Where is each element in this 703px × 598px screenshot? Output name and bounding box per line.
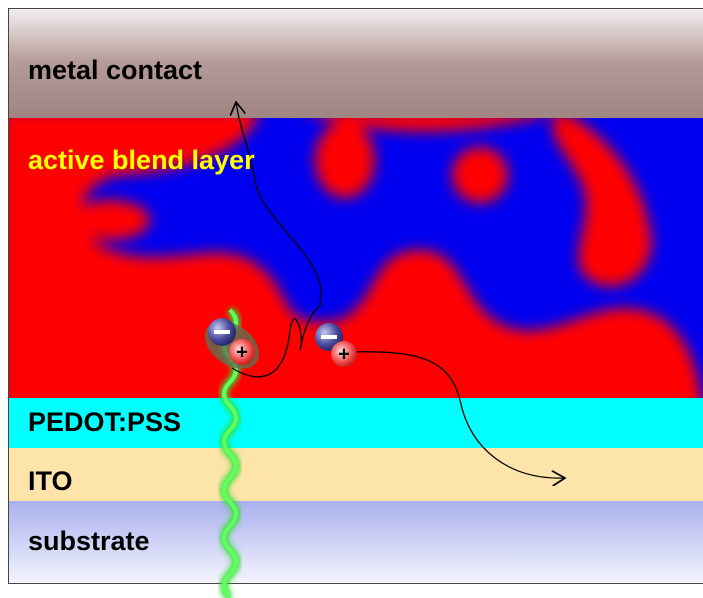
ito-layer — [8, 448, 703, 501]
layer-label: active blend layer — [28, 145, 255, 175]
plus-sign: + — [236, 341, 248, 363]
plus-sign: + — [338, 343, 350, 365]
layer-label: substrate — [28, 526, 150, 556]
layer-label: ITO — [28, 466, 73, 496]
layer-label: metal contact — [28, 55, 202, 85]
layer-label: PEDOT:PSS — [28, 407, 181, 437]
solar-cell-diagram: + + metal contact active blend layer PED… — [0, 0, 703, 598]
page: {"layers": [ {"label": "metal contact"},… — [0, 0, 703, 598]
